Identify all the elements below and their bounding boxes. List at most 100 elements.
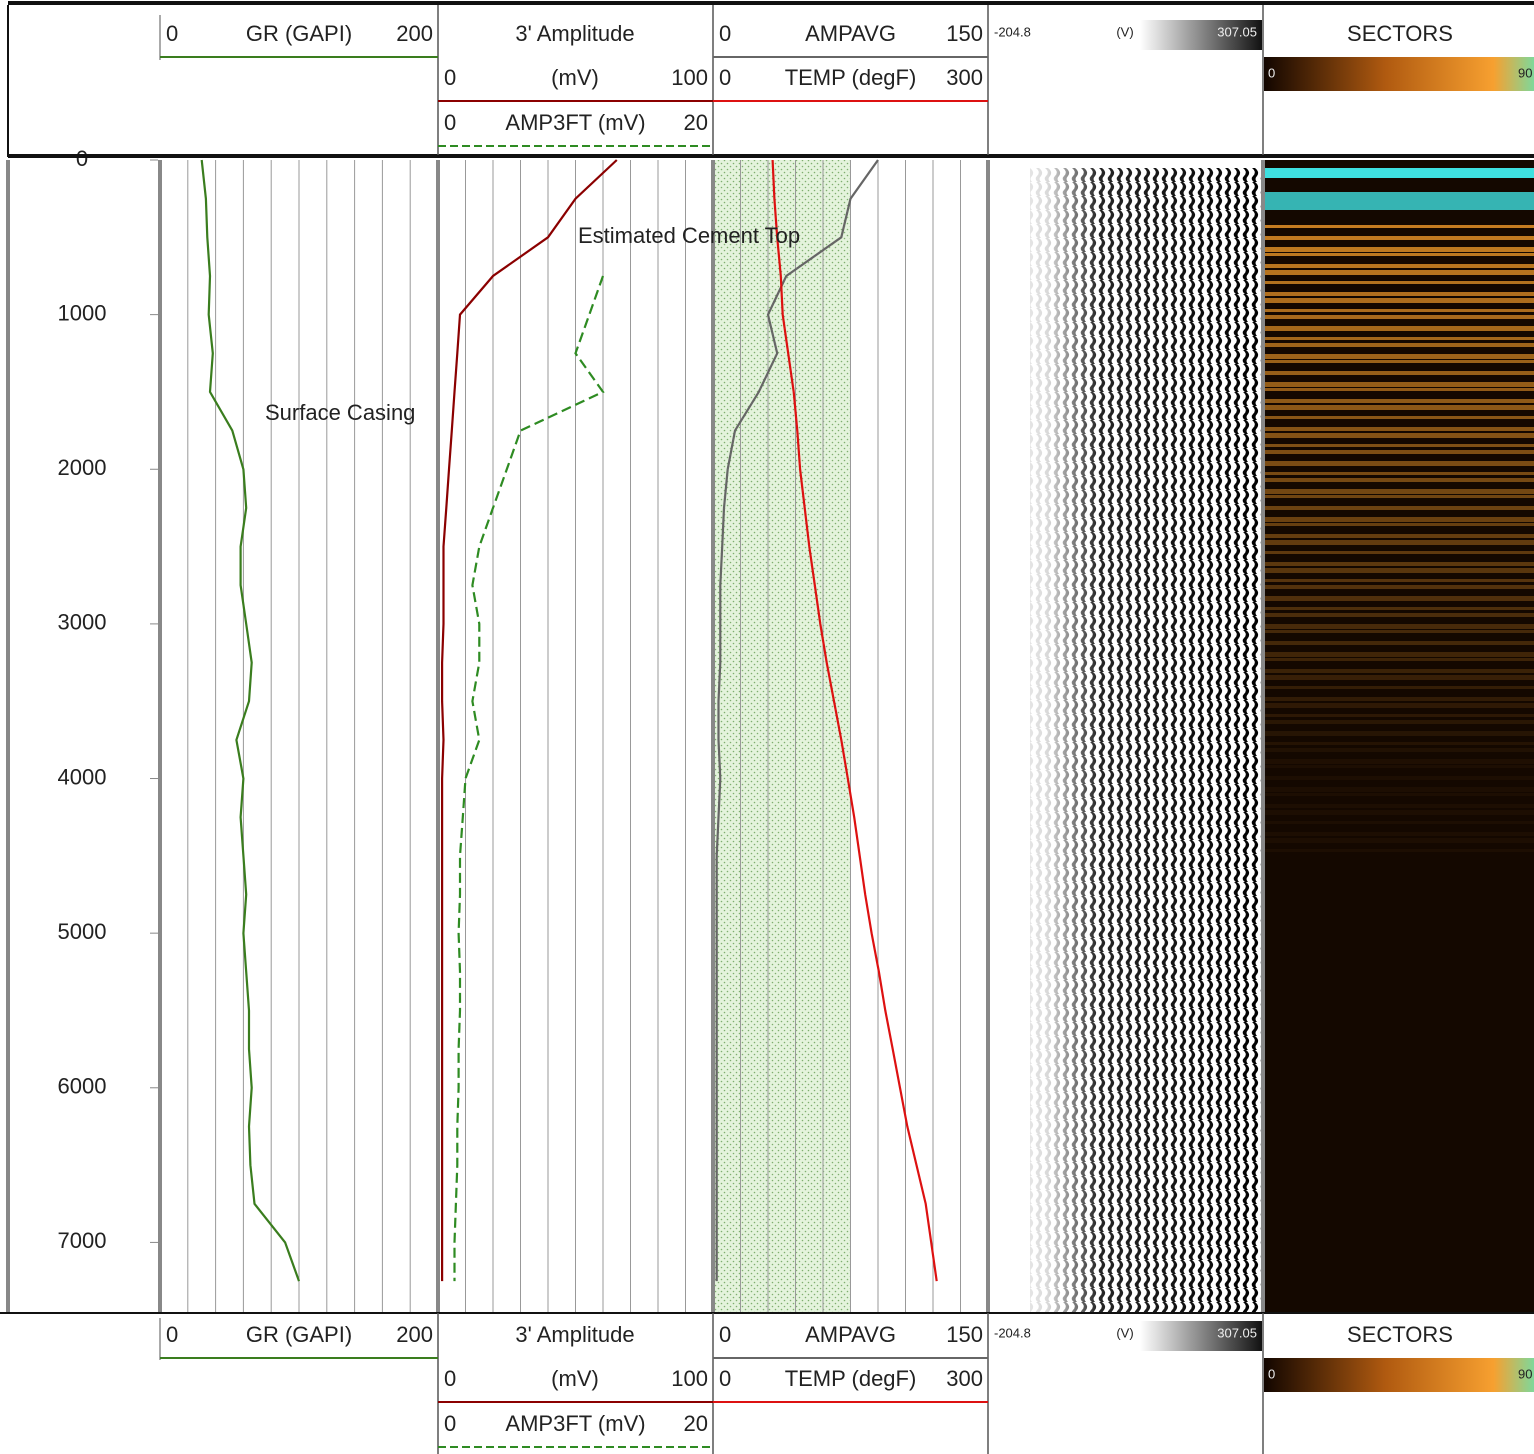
sectors-band	[1264, 343, 1534, 347]
scale-min: 0	[444, 1411, 456, 1436]
curve-name: AMPAVG	[805, 1322, 896, 1347]
sectors-band	[1264, 354, 1534, 359]
sectors-scale	[1264, 57, 1534, 91]
scale-max: 100	[671, 1366, 708, 1391]
depth-label: 2000	[58, 455, 107, 480]
curve-name: GR (GAPI)	[246, 1322, 352, 1347]
scale-min: 0	[719, 1322, 731, 1347]
sectors-max: 90	[1518, 1366, 1532, 1381]
sectors-band	[1264, 225, 1534, 228]
curve-name: TEMP (degF)	[785, 1366, 917, 1391]
sectors-band	[1264, 444, 1534, 447]
curve-name: AMPAVG	[805, 21, 896, 46]
curve-unit: (mV)	[551, 1366, 599, 1391]
vdl-min: -204.8	[994, 24, 1031, 39]
depth-label: 5000	[58, 919, 107, 944]
scale-max: 150	[946, 1322, 983, 1347]
sectors-band	[1264, 675, 1534, 680]
sectors-max: 90	[1518, 65, 1532, 80]
sectors-band	[1264, 495, 1534, 498]
sectors-band	[1264, 613, 1534, 617]
sectors-band	[1264, 382, 1534, 387]
vdl-max: 307.05	[1217, 1325, 1257, 1340]
sectors-band	[1264, 624, 1534, 629]
sectors-band	[1264, 517, 1534, 522]
vdl-max: 307.05	[1217, 24, 1257, 39]
sectors-band	[1264, 388, 1534, 391]
scale-min: 0	[166, 1322, 178, 1347]
sectors-band	[1264, 748, 1534, 752]
sectors-band	[1264, 804, 1534, 808]
sectors-band	[1264, 416, 1534, 419]
sectors-band	[1264, 787, 1534, 792]
sectors-band	[1264, 236, 1534, 240]
sectors-band	[1264, 551, 1534, 554]
sectors-band	[1264, 607, 1534, 610]
sectors-band	[1264, 523, 1534, 526]
sectors-band	[1264, 585, 1534, 589]
sectors-band	[1264, 270, 1534, 275]
sectors-band	[1264, 337, 1534, 340]
depth-label: 1000	[58, 300, 107, 325]
scale-max: 200	[396, 1322, 433, 1347]
sectors-band	[1264, 292, 1534, 296]
vdl-name: (V)	[1116, 1325, 1133, 1340]
scale-max: 20	[684, 110, 708, 135]
sectors-band	[1264, 714, 1534, 717]
annotation: Surface Casing	[265, 400, 415, 425]
sectors-name: SECTORS	[1347, 21, 1453, 46]
sectors-band	[1264, 450, 1534, 454]
vdl-fade	[988, 160, 1263, 1312]
scale-min: 0	[719, 21, 731, 46]
sectors-band	[1264, 461, 1534, 466]
sectors-band	[1264, 793, 1534, 796]
sectors-band	[1264, 849, 1534, 852]
sectors-band	[1264, 832, 1534, 836]
scale-max: 100	[671, 65, 708, 90]
sectors-name: SECTORS	[1347, 1322, 1453, 1347]
sectors-min: 0	[1268, 1366, 1275, 1381]
sectors-band	[1264, 298, 1534, 303]
depth-label: 4000	[58, 764, 107, 789]
curve-name: 3' Amplitude	[515, 1322, 634, 1347]
depth-label: 6000	[58, 1074, 107, 1099]
scale-min: 0	[444, 110, 456, 135]
sectors-band	[1264, 742, 1534, 745]
scale-min: 0	[444, 1366, 456, 1391]
log-curve	[771, 159, 938, 1282]
sectors-band	[1264, 506, 1534, 510]
sectors-band	[1264, 658, 1534, 661]
sectors-band	[1264, 720, 1534, 724]
vdl-min: -204.8	[994, 1325, 1031, 1340]
log-curve	[441, 159, 618, 1282]
sectors-band	[1264, 630, 1534, 633]
sectors-band	[1264, 731, 1534, 736]
scale-max: 300	[946, 1366, 983, 1391]
sectors-band	[1264, 703, 1534, 708]
scale-min: 0	[719, 65, 731, 90]
sectors-image	[1264, 160, 1534, 1312]
annotation: Estimated Cement Top	[578, 223, 800, 248]
curve-name: TEMP (degF)	[785, 65, 917, 90]
sectors-band	[1264, 652, 1534, 657]
sectors-band	[1264, 838, 1534, 843]
sectors-band	[1264, 399, 1534, 403]
curve-name: GR (GAPI)	[246, 21, 352, 46]
curve-name: AMP3FT (mV)	[505, 1411, 645, 1436]
sectors-band	[1264, 315, 1534, 319]
sectors-band	[1264, 472, 1534, 475]
depth-label: 0	[76, 146, 88, 171]
sectors-band	[1264, 759, 1534, 764]
scale-min: 0	[166, 21, 178, 46]
sectors-band	[1264, 281, 1534, 284]
sectors-band	[1264, 309, 1534, 312]
sectors-band	[1264, 433, 1534, 438]
sectors-band	[1264, 540, 1534, 545]
sectors-band	[1264, 168, 1534, 178]
vdl-scale	[1140, 20, 1262, 50]
scale-max: 150	[946, 21, 983, 46]
curve-unit: (mV)	[551, 65, 599, 90]
scale-max: 200	[396, 21, 433, 46]
depth-label: 3000	[58, 610, 107, 635]
